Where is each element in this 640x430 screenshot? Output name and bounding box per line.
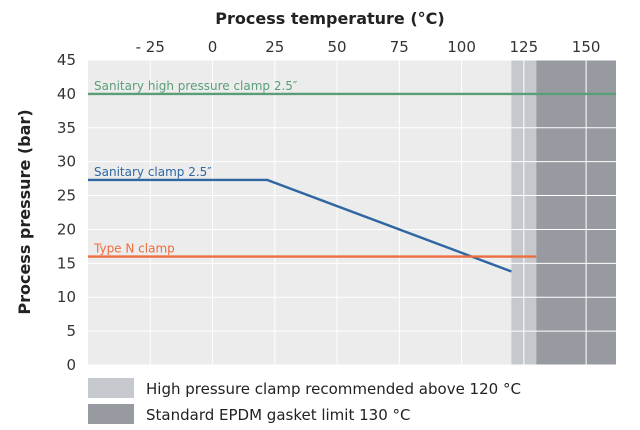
- x-tick-label: 150: [572, 38, 601, 56]
- series-line-1: [88, 178, 512, 273]
- series-label-1: Sanitary clamp 2.5″: [94, 165, 212, 179]
- x-tick-label: - 25: [136, 38, 165, 56]
- x-axis-ticks: - 25 0 25 50 75 100 125 150: [136, 38, 601, 56]
- legend-swatch-0: [88, 378, 134, 398]
- y-tick-label: 25: [57, 187, 76, 205]
- series-label-2: Type N clamp: [93, 242, 175, 256]
- legend-label-0: High pressure clamp recommended above 12…: [146, 380, 521, 398]
- chart-title: Process temperature (°C): [215, 9, 444, 28]
- gridlines: [88, 59, 616, 366]
- legend-label-1: Standard EPDM gasket limit 130 °C: [146, 406, 411, 424]
- series-labels: Sanitary high pressure clamp 2.5″ Sanitar…: [93, 79, 298, 256]
- x-tick-label: 0: [208, 38, 218, 56]
- x-tick-label: 100: [447, 38, 476, 56]
- y-tick-label: 35: [57, 119, 76, 137]
- x-tick-label: 50: [328, 38, 347, 56]
- y-tick-label: 0: [66, 356, 76, 374]
- y-tick-label: 5: [66, 322, 76, 340]
- y-tick-label: 20: [57, 220, 76, 238]
- y-axis-label: Process pressure (bar): [15, 109, 34, 314]
- y-tick-label: 45: [57, 51, 76, 69]
- legend: High pressure clamp recommended above 12…: [88, 378, 521, 424]
- x-tick-label: 125: [510, 38, 539, 56]
- y-tick-label: 10: [57, 288, 76, 306]
- series-label-0: Sanitary high pressure clamp 2.5″: [94, 79, 298, 93]
- shaded-regions: [511, 60, 616, 365]
- y-tick-label: 40: [57, 85, 76, 103]
- x-tick-label: 25: [265, 38, 284, 56]
- x-tick-label: 75: [390, 38, 409, 56]
- y-axis-ticks: 0 5 10 15 20 25 30 35 40 45: [57, 51, 76, 374]
- y-tick-label: 30: [57, 153, 76, 171]
- region-1: [536, 60, 616, 365]
- y-tick-label: 15: [57, 254, 76, 272]
- series-lines: [88, 92, 616, 273]
- legend-swatch-1: [88, 404, 134, 424]
